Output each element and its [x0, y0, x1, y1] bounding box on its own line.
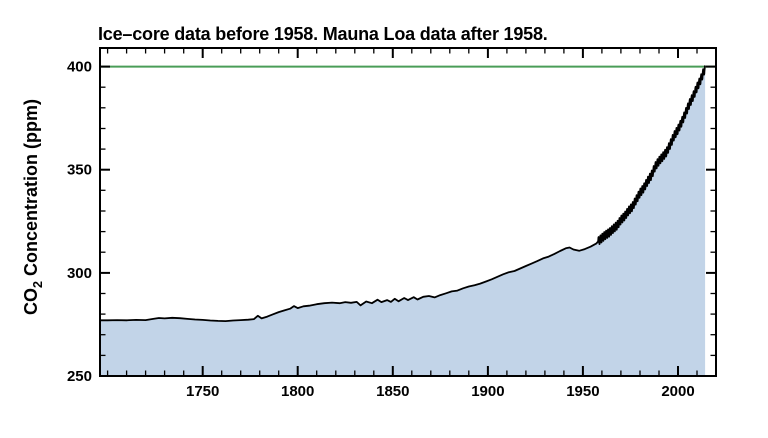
x-tick-label: 1900	[471, 383, 504, 400]
y-axis-label-subscript: 2	[30, 280, 45, 289]
y-axis-label-prefix: CO	[21, 288, 42, 316]
x-tick-label: 1800	[281, 383, 314, 400]
y-tick-label: 250	[67, 368, 92, 385]
chart-title: Ice–core data before 1958. Mauna Loa dat…	[98, 24, 548, 44]
x-tick-label: 1950	[566, 383, 599, 400]
x-tick-label: 2000	[661, 383, 694, 400]
y-tick-label: 350	[67, 162, 92, 179]
area-fill	[100, 65, 706, 376]
y-axis-label-suffix: Concentration (ppm)	[21, 98, 42, 281]
x-tick-label: 1750	[186, 383, 219, 400]
x-tick-label: 1850	[376, 383, 409, 400]
plot-frame	[99, 47, 717, 377]
y-axis-label: CO2 Concentration (ppm)	[21, 99, 45, 315]
co2-curve	[100, 65, 706, 322]
y-tick-label: 300	[67, 265, 92, 282]
y-tick-label: 400	[67, 59, 92, 76]
